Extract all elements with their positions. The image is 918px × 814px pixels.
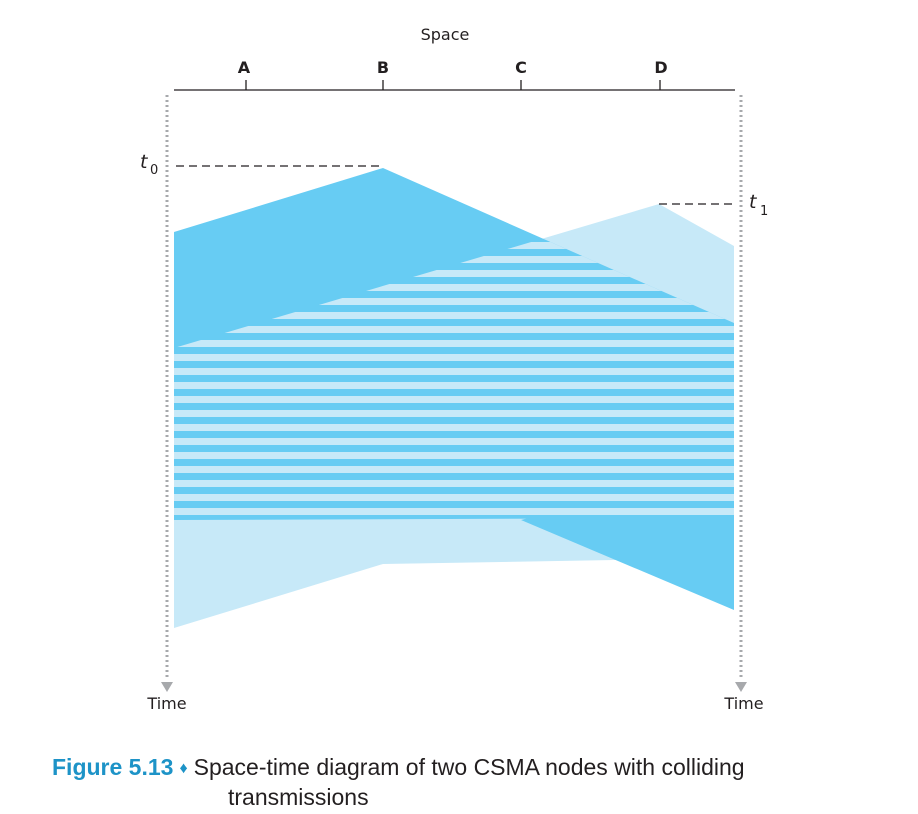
node-d-label: D	[654, 58, 667, 77]
time-axis-right-arrow	[735, 682, 747, 692]
space-time-diagram: Space A B C D	[140, 25, 768, 713]
node-c-label: C	[515, 58, 527, 77]
caption-line-2: transmissions	[228, 784, 369, 810]
t0-label: t	[140, 151, 149, 173]
time-label-left: Time	[146, 694, 186, 713]
space-axis-label: Space	[421, 25, 470, 44]
time-axis-left-arrow	[161, 682, 173, 692]
node-a-label: A	[238, 58, 251, 77]
node-b-label: B	[377, 58, 389, 77]
figure-number: Figure 5.13	[52, 754, 174, 780]
figure-caption: Figure 5.13 ♦ Space-time diagram of two CS…	[52, 754, 872, 810]
t1-subscript: 1	[760, 204, 768, 219]
time-label-right: Time	[723, 694, 763, 713]
transmission-b-tail	[521, 486, 734, 610]
t1-label: t	[749, 191, 758, 213]
diamond-icon: ♦	[179, 760, 188, 777]
caption-line-1: Space-time diagram of two CSMA nodes wit…	[193, 754, 745, 780]
t0-subscript: 0	[150, 163, 158, 178]
